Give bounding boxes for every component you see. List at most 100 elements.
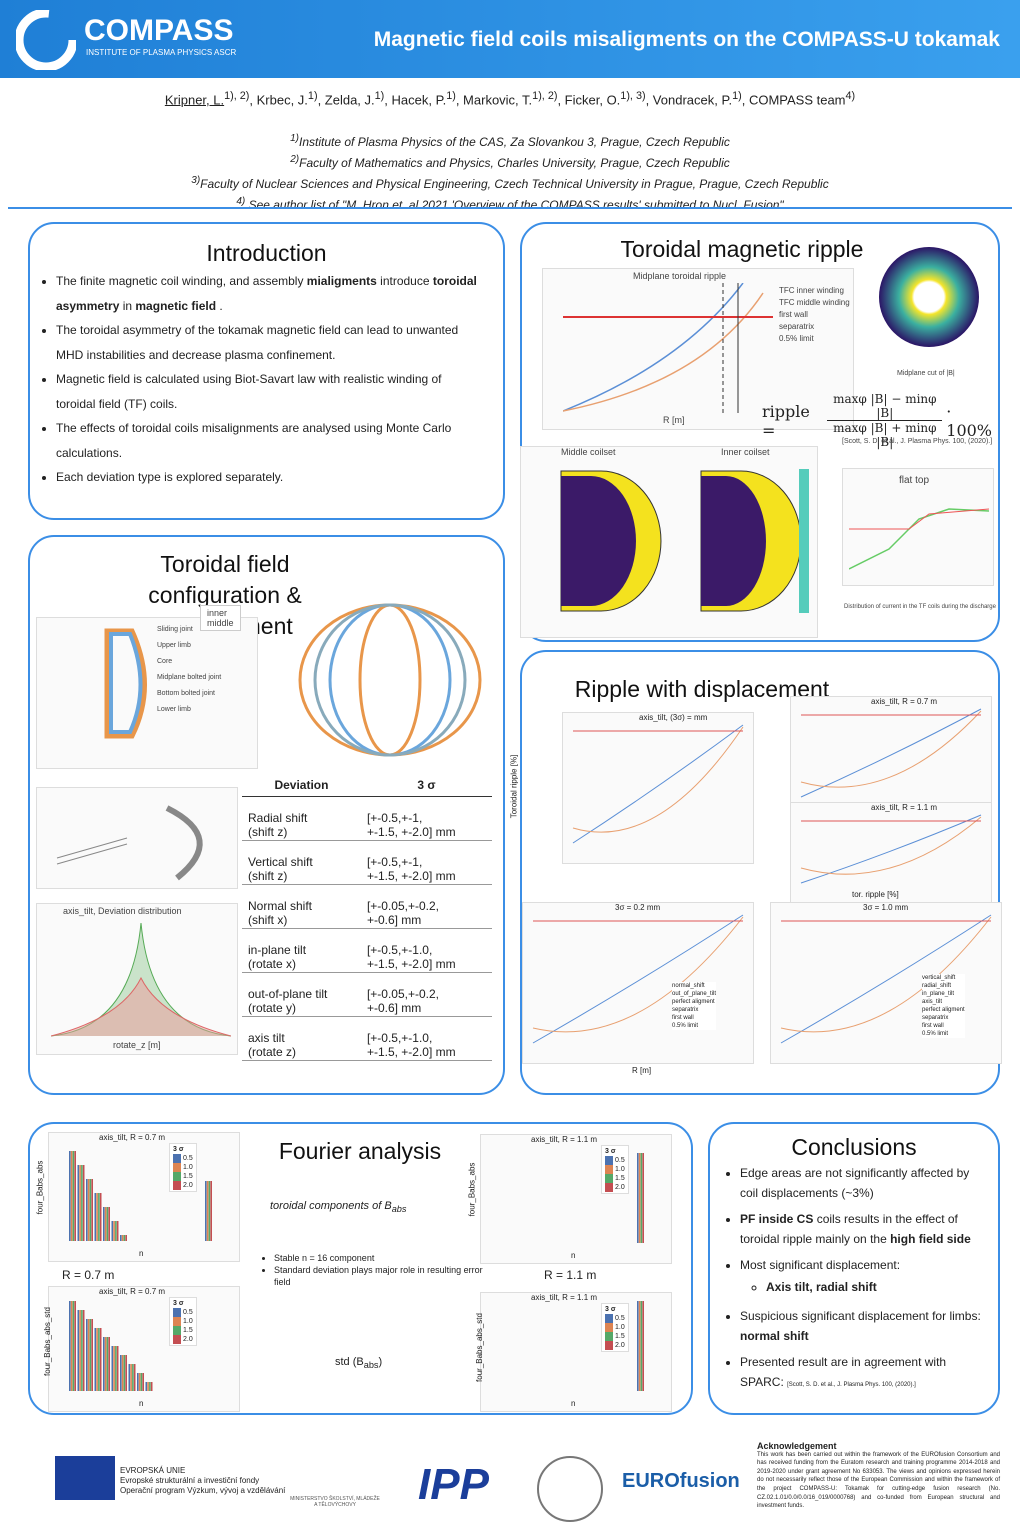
reference: [Scott, S. D. et al., J. Plasma Phys. 10… <box>787 1381 916 1388</box>
legend-entry: first wall <box>922 1023 944 1029</box>
legend-title: 3 σ <box>173 1146 184 1153</box>
ripple-plot: 3σ = 1.0 mm <box>770 902 1002 1064</box>
legend-entry: 1.5 <box>173 1326 193 1335</box>
heading: Ripple with displacement <box>574 676 830 702</box>
fourier-plot: axis_tilt, R = 1.1 m four_Babs_abs n 3 σ 0.5… <box>467 1134 672 1264</box>
curves <box>563 283 773 413</box>
legend-entry: 0.5 <box>173 1154 193 1163</box>
curves <box>780 914 992 1044</box>
legend: 3 σ 0.5 1.0 1.5 2.0 <box>169 1297 197 1346</box>
current-curves <box>849 508 989 570</box>
bullet: Suspicious significant displacement for … <box>740 1306 990 1346</box>
table-cell: Normal shift (shift x) <box>242 885 361 929</box>
text: The finite magnetic coil winding, and as… <box>56 274 307 288</box>
table-cell: Vertical shift (shift z) <box>242 841 361 885</box>
fourier-plot: axis_tilt, R = 0.7 m four_Babs_abs_std n 3 … <box>43 1286 240 1412</box>
current-plot: flat top <box>842 468 994 586</box>
legend-entry: 1.0 <box>605 1165 625 1174</box>
text: Most significant displacement: <box>740 1258 901 1272</box>
legend-title: 3 σ <box>605 1148 616 1155</box>
cell-line: +-1.5, +-2.0] mm <box>366 957 456 971</box>
cell-line: (shift x) <box>248 913 288 927</box>
plot-title: axis_tilt, R = 0.7 m <box>99 1133 166 1142</box>
affiliation-text: Institute of Plasma Physics of the CAS, … <box>299 135 730 149</box>
part-label: Bottom bolted joint <box>157 690 215 697</box>
university-seal <box>537 1456 603 1522</box>
curves <box>572 724 744 844</box>
eu-line: Operační program Výzkum, vývoj a vzděláv… <box>120 1486 286 1495</box>
part-label: Upper limb <box>157 642 191 649</box>
deviation-table: Deviation 3 σ Radial shift (shift z) [+-0.5,… <box>242 777 492 1061</box>
ripple-plot: axis_tilt, R = 1.1 m <box>790 802 992 904</box>
affiliation: 1)Institute of Plasma Physics of the CAS… <box>0 130 1020 151</box>
affiliation-sup: 2) <box>290 154 300 165</box>
table-cell: axis tilt (rotate z) <box>242 1017 361 1061</box>
affiliation-text: Faculty of Nuclear Sciences and Physical… <box>200 177 829 191</box>
bullets: Edge areas are not significantly affecte… <box>710 1163 990 1395</box>
legend-entry: 0.5 <box>605 1314 625 1323</box>
cut-caption: Midplane cut of |B| <box>897 370 955 377</box>
plot-title: axis_tilt, R = 1.1 m <box>871 803 938 812</box>
legend-entry: 0.5 <box>605 1156 625 1165</box>
text: in <box>119 298 136 313</box>
toroidal-label: toroidal components of Babs <box>270 1200 406 1214</box>
plot-title: 3σ = 1.0 mm <box>863 903 909 912</box>
y-label: four_Babs_abs_std <box>474 1313 484 1382</box>
author-sup: 1) <box>446 90 456 102</box>
eu-line: EVROPSKÁ UNIE <box>120 1466 186 1475</box>
author: Kripner, L. <box>164 92 225 108</box>
sub-bullets: Axis tilt, radial shift <box>740 1275 990 1300</box>
plot-title: axis_tilt, R = 0.7 m <box>871 697 938 706</box>
logo-text: COMPASS <box>84 14 234 47</box>
coil-3d: Sliding joint Upper limb Core Midplane bolt… <box>36 617 258 769</box>
table-row: in-plane tilt (rotate x) [+-0.5,+-1.0, +-1.… <box>242 929 492 973</box>
legend-entry: 0.5% limit <box>672 1023 699 1029</box>
heading: Conclusions <box>791 1134 917 1160</box>
flat-top: flat top <box>899 475 930 486</box>
subscript: abs <box>391 1204 407 1215</box>
x-label: n <box>571 1251 576 1260</box>
author: , Hacek, P. <box>384 92 447 108</box>
x-label: tor. ripple [%] <box>852 890 899 899</box>
acknowledgement-title: Acknowledgement <box>757 1441 837 1451</box>
text: ) <box>378 1356 383 1368</box>
legend: 3 σ 0.5 1.0 1.5 2.0 <box>601 1145 629 1194</box>
legend-entry: 2.0 <box>605 1341 625 1350</box>
x-label: R [m] <box>663 415 685 425</box>
plot-title: axis_tilt, R = 1.1 m <box>531 1293 598 1302</box>
ripple-plot: 3σ = 0.2 mm <box>522 902 754 1064</box>
part-label: Core <box>157 658 173 665</box>
header-cell: 3 σ <box>417 778 436 792</box>
cell-line: +-0.6] mm <box>366 1001 422 1015</box>
legend: TFC inner winding TFC middle winding first… <box>779 285 850 345</box>
bullet: Each deviation type is explored separate… <box>56 465 483 490</box>
legend-entry: out_of_plane_tilt <box>672 991 717 997</box>
ripple-plot: Midplane toroidal ripple R [m] TFC inner… <box>542 268 854 430</box>
plot-title: Midplane toroidal ripple <box>633 271 727 281</box>
bars <box>69 1151 212 1241</box>
y-label: four_Babs_abs <box>35 1160 45 1215</box>
legend-entry: 0.5% limit <box>922 1031 949 1037</box>
plot-title: axis_tilt, Deviation distribution <box>63 906 182 916</box>
y-label: Toroidal ripple [%] <box>509 754 519 819</box>
authors: Kripner, L.1), 2), Krbec, J.1), Zelda, J… <box>0 90 1020 107</box>
curves <box>800 814 982 884</box>
bold-text: mialigments <box>306 274 377 288</box>
legend-entry: perfect aligment <box>922 1007 965 1013</box>
table-row: Vertical shift (shift z) [+-0.5,+-1, +-1.5,… <box>242 841 492 885</box>
y-label: four_Babs_abs <box>467 1162 477 1217</box>
bullet: Presented result are in agreement with S… <box>740 1352 990 1395</box>
table-cell: [+-0.5,+-1, +-1.5, +-2.0] mm <box>361 797 492 841</box>
text: Presented result are in agreement with S… <box>740 1354 947 1389</box>
formula-rhs: · 100% <box>946 401 993 440</box>
heading: Toroidal magnetic ripple <box>620 236 864 262</box>
author-sup: 1), 2) <box>532 90 558 102</box>
coilset-title: Inner coilset <box>721 447 770 457</box>
msmt-logo: MINISTERSTVO ŠKOLSTVÍ, MLÁDEŽE A TĚLOVÝC… <box>290 1496 380 1508</box>
affiliation-sup: 4) <box>236 196 246 207</box>
text: The effects of toroidal coils misalignme… <box>56 421 452 460</box>
legend-entry: 2.0 <box>173 1181 193 1190</box>
conclusions-panel: Conclusions Edge areas are not significa… <box>708 1122 1000 1415</box>
text: introduce <box>376 274 433 288</box>
bullet: Edge areas are not significantly affecte… <box>740 1163 990 1203</box>
